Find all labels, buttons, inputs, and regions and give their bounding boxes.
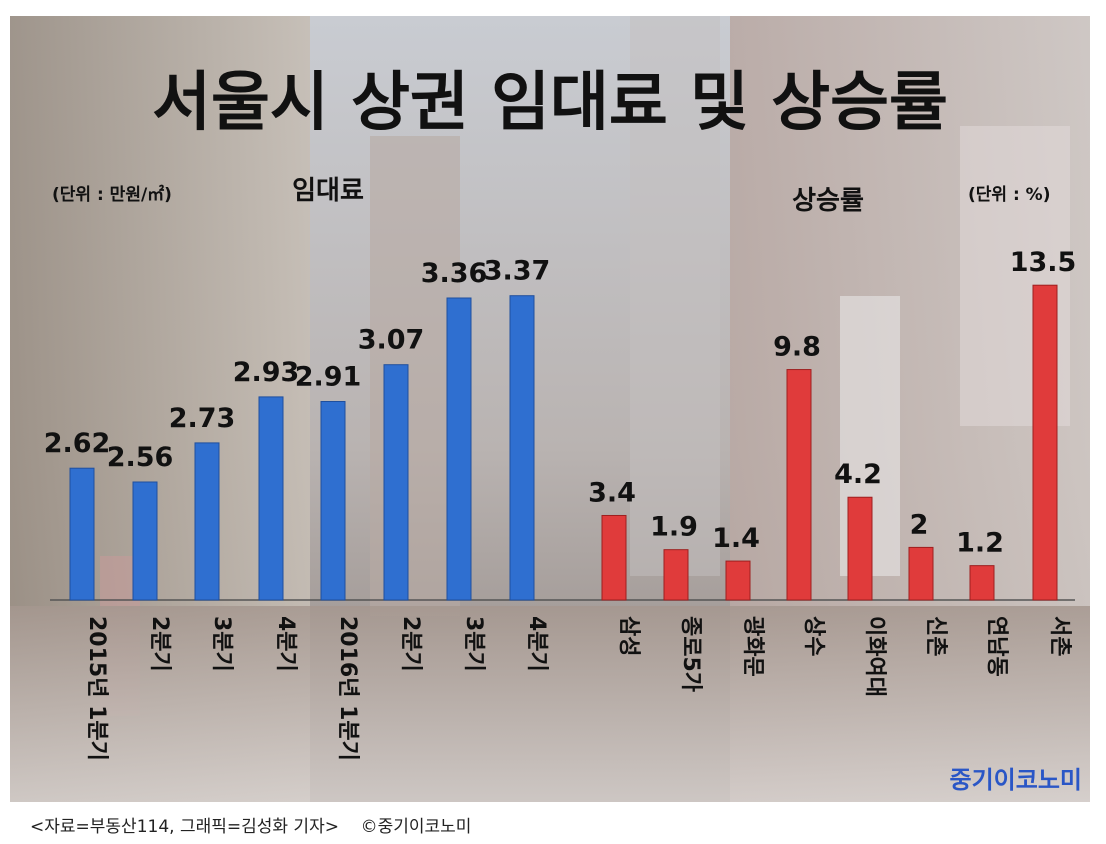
rate-value-label: 1.2 xyxy=(956,528,1004,559)
rent-value-label: 3.07 xyxy=(358,325,425,356)
rent-value-label: 2.62 xyxy=(44,428,111,459)
rate-value-label: 1.4 xyxy=(712,523,760,554)
rent-tick-label: 2015년 1분기 xyxy=(84,616,109,761)
rate-bar xyxy=(969,565,995,601)
rate-bar xyxy=(786,369,812,601)
rate-bar xyxy=(908,546,934,601)
rate-tick-label: 종로5가 xyxy=(678,616,703,692)
source-caption: <자료=부동산114, 그래픽=김성화 기자> ©중기이코노미 xyxy=(30,817,472,837)
rent-value-label: 2.91 xyxy=(295,362,362,393)
rent-tick-label: 2016년 1분기 xyxy=(335,616,360,761)
chart-title: 서울시 상권 임대료 및 상승률 xyxy=(152,66,948,140)
rate-value-label: 2 xyxy=(910,509,929,540)
rent-value-label: 2.73 xyxy=(169,403,236,434)
rent-bar xyxy=(194,442,220,601)
rent-tick-label: 4분기 xyxy=(524,616,549,672)
rate-tick-label: 광화문 xyxy=(740,616,765,677)
rate-bar xyxy=(847,496,873,601)
rent-bar xyxy=(132,481,158,601)
rent-unit-label: (단위 : 만원/㎡) xyxy=(52,184,172,205)
rent-bar xyxy=(446,297,472,601)
rent-value-label: 3.37 xyxy=(484,256,551,287)
rate-unit-label: (단위 : %) xyxy=(968,185,1051,205)
rent-value-label: 3.36 xyxy=(421,258,488,289)
rent-tick-label: 2분기 xyxy=(398,616,423,672)
rent-tick-label: 2분기 xyxy=(147,616,172,672)
rate-tick-label: 삼성 xyxy=(616,616,641,656)
rate-bar xyxy=(601,514,627,601)
rent-bar xyxy=(509,295,535,601)
rate-bar xyxy=(663,549,689,601)
rate-bar xyxy=(725,560,751,601)
rent-bar xyxy=(383,364,409,601)
rate-tick-label: 이화여대 xyxy=(862,616,887,697)
rate-value-label: 9.8 xyxy=(773,332,821,363)
rate-value-label: 3.4 xyxy=(588,477,636,508)
rate-subtitle: 상승률 xyxy=(792,186,864,216)
street-background-photo xyxy=(10,16,1090,802)
rent-bar xyxy=(258,396,284,601)
rent-tick-label: 3분기 xyxy=(209,616,234,672)
rent-tick-label: 3분기 xyxy=(461,616,486,672)
rate-tick-label: 신촌 xyxy=(923,616,948,656)
rate-tick-label: 상수 xyxy=(801,616,826,656)
rent-tick-label: 4분기 xyxy=(273,616,298,672)
rent-value-label: 2.56 xyxy=(107,442,174,473)
rate-value-label: 1.9 xyxy=(650,512,698,543)
rate-value-label: 13.5 xyxy=(1010,247,1077,278)
rate-value-label: 4.2 xyxy=(834,459,882,490)
rent-bar xyxy=(69,467,95,601)
rent-subtitle: 임대료 xyxy=(292,176,364,206)
rate-tick-label: 서촌 xyxy=(1047,616,1072,656)
rate-tick-label: 연남동 xyxy=(984,616,1009,677)
rent-value-label: 2.93 xyxy=(233,357,300,388)
rate-bar xyxy=(1032,284,1058,601)
brand-logo: 중기이코노미 xyxy=(950,766,1082,794)
rent-bar xyxy=(320,401,346,601)
